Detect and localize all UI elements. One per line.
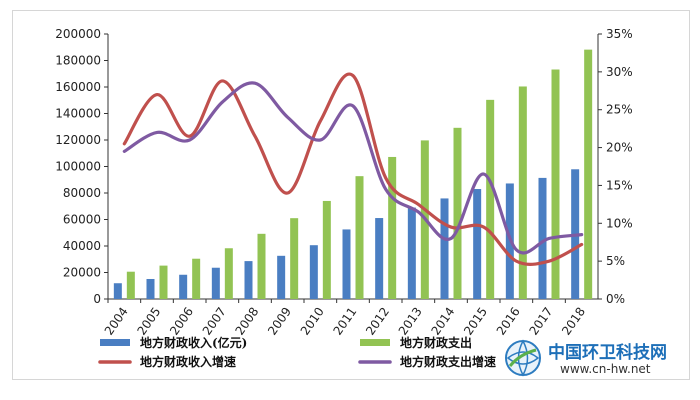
y-left-tick-label: 100000 bbox=[55, 160, 101, 174]
y-left-tick-label: 60000 bbox=[63, 213, 101, 227]
y-left-tick-label: 180000 bbox=[55, 54, 101, 68]
x-tick-label: 2013 bbox=[396, 305, 425, 338]
y-left-tick-label: 120000 bbox=[55, 133, 101, 147]
x-tick-label: 2011 bbox=[330, 305, 359, 338]
x-tick-label: 2009 bbox=[265, 305, 294, 338]
y-left-tick-label: 140000 bbox=[55, 107, 101, 121]
bar-expenditure bbox=[257, 233, 266, 299]
y-left-tick-label: 160000 bbox=[55, 80, 101, 94]
line-expenditure-growth bbox=[122, 81, 584, 255]
y-left-tick-label: 80000 bbox=[63, 186, 101, 200]
lines-group bbox=[122, 72, 584, 266]
bar-expenditure bbox=[518, 86, 527, 299]
watermark-url: www.cn-hw.net bbox=[560, 362, 651, 376]
legend-label: 地方财政支出增速 bbox=[400, 354, 496, 369]
bar-revenue bbox=[146, 278, 155, 299]
bar-revenue bbox=[179, 274, 188, 299]
y-right-tick-label: 35% bbox=[606, 27, 633, 41]
y-right-tick-label: 25% bbox=[606, 103, 633, 117]
x-tick-label: 2010 bbox=[298, 305, 327, 338]
legend-label: 地方财政收入增速 bbox=[140, 354, 236, 369]
y-right-tick-label: 0% bbox=[606, 292, 625, 306]
watermark: 中国环卫科技网 www.cn-hw.net bbox=[500, 336, 690, 388]
bar-expenditure bbox=[159, 265, 168, 299]
y-right-tick-label: 10% bbox=[606, 216, 633, 230]
globe-logo-icon bbox=[505, 339, 541, 377]
bar-revenue bbox=[342, 229, 351, 299]
x-tick-label: 2018 bbox=[559, 305, 588, 338]
bar-expenditure bbox=[126, 271, 135, 299]
legend-label: 地方财政支出 bbox=[400, 335, 472, 350]
bar-expenditure bbox=[551, 69, 560, 299]
bar-revenue bbox=[375, 218, 384, 299]
watermark-title: 中国环卫科技网 bbox=[548, 343, 667, 363]
y-right-tick-label: 30% bbox=[606, 65, 633, 79]
y-left-tick-label: 40000 bbox=[63, 239, 101, 253]
x-tick-label: 2014 bbox=[428, 305, 457, 338]
y-left-tick-label: 0 bbox=[93, 292, 101, 306]
x-tick-label: 2012 bbox=[363, 305, 392, 338]
line-revenue-growth bbox=[122, 72, 584, 266]
x-tick-label: 2004 bbox=[102, 305, 131, 338]
legend-label: 地方财政收入(亿元) bbox=[140, 335, 247, 350]
x-tick-label: 2015 bbox=[461, 305, 490, 338]
bar-expenditure bbox=[192, 258, 201, 299]
bar-expenditure bbox=[486, 99, 495, 299]
x-tick-label: 2008 bbox=[232, 305, 261, 338]
bar-expenditure bbox=[584, 49, 593, 300]
bar-revenue bbox=[407, 207, 416, 299]
y-right-tick-label: 20% bbox=[606, 141, 633, 155]
y-right-tick-label: 15% bbox=[606, 178, 633, 192]
legend-marker-bar bbox=[360, 339, 390, 346]
bar-expenditure bbox=[453, 127, 462, 299]
bar-revenue bbox=[211, 267, 220, 299]
x-tick-label: 2016 bbox=[494, 305, 523, 338]
bar-expenditure bbox=[224, 248, 233, 299]
bar-revenue bbox=[244, 261, 253, 299]
x-tick-label: 2017 bbox=[526, 305, 555, 338]
bar-revenue bbox=[440, 198, 449, 299]
y-left-tick-label: 20000 bbox=[63, 266, 101, 280]
x-tick-label: 2007 bbox=[200, 305, 229, 338]
bars-group bbox=[113, 49, 593, 300]
x-tick-label: 2006 bbox=[167, 305, 196, 338]
bar-expenditure bbox=[290, 218, 299, 299]
legend-marker-bar bbox=[100, 339, 130, 346]
y-left-tick-label: 200000 bbox=[55, 27, 101, 41]
bar-revenue bbox=[538, 177, 547, 299]
x-tick-label: 2005 bbox=[134, 305, 163, 338]
bar-expenditure bbox=[355, 176, 364, 299]
bar-revenue bbox=[277, 255, 286, 299]
bar-expenditure bbox=[388, 156, 397, 299]
bar-revenue bbox=[113, 283, 122, 299]
bar-expenditure bbox=[322, 200, 331, 299]
bar-revenue bbox=[473, 189, 482, 299]
y-right-tick-label: 5% bbox=[606, 254, 625, 268]
bar-revenue bbox=[309, 245, 318, 299]
